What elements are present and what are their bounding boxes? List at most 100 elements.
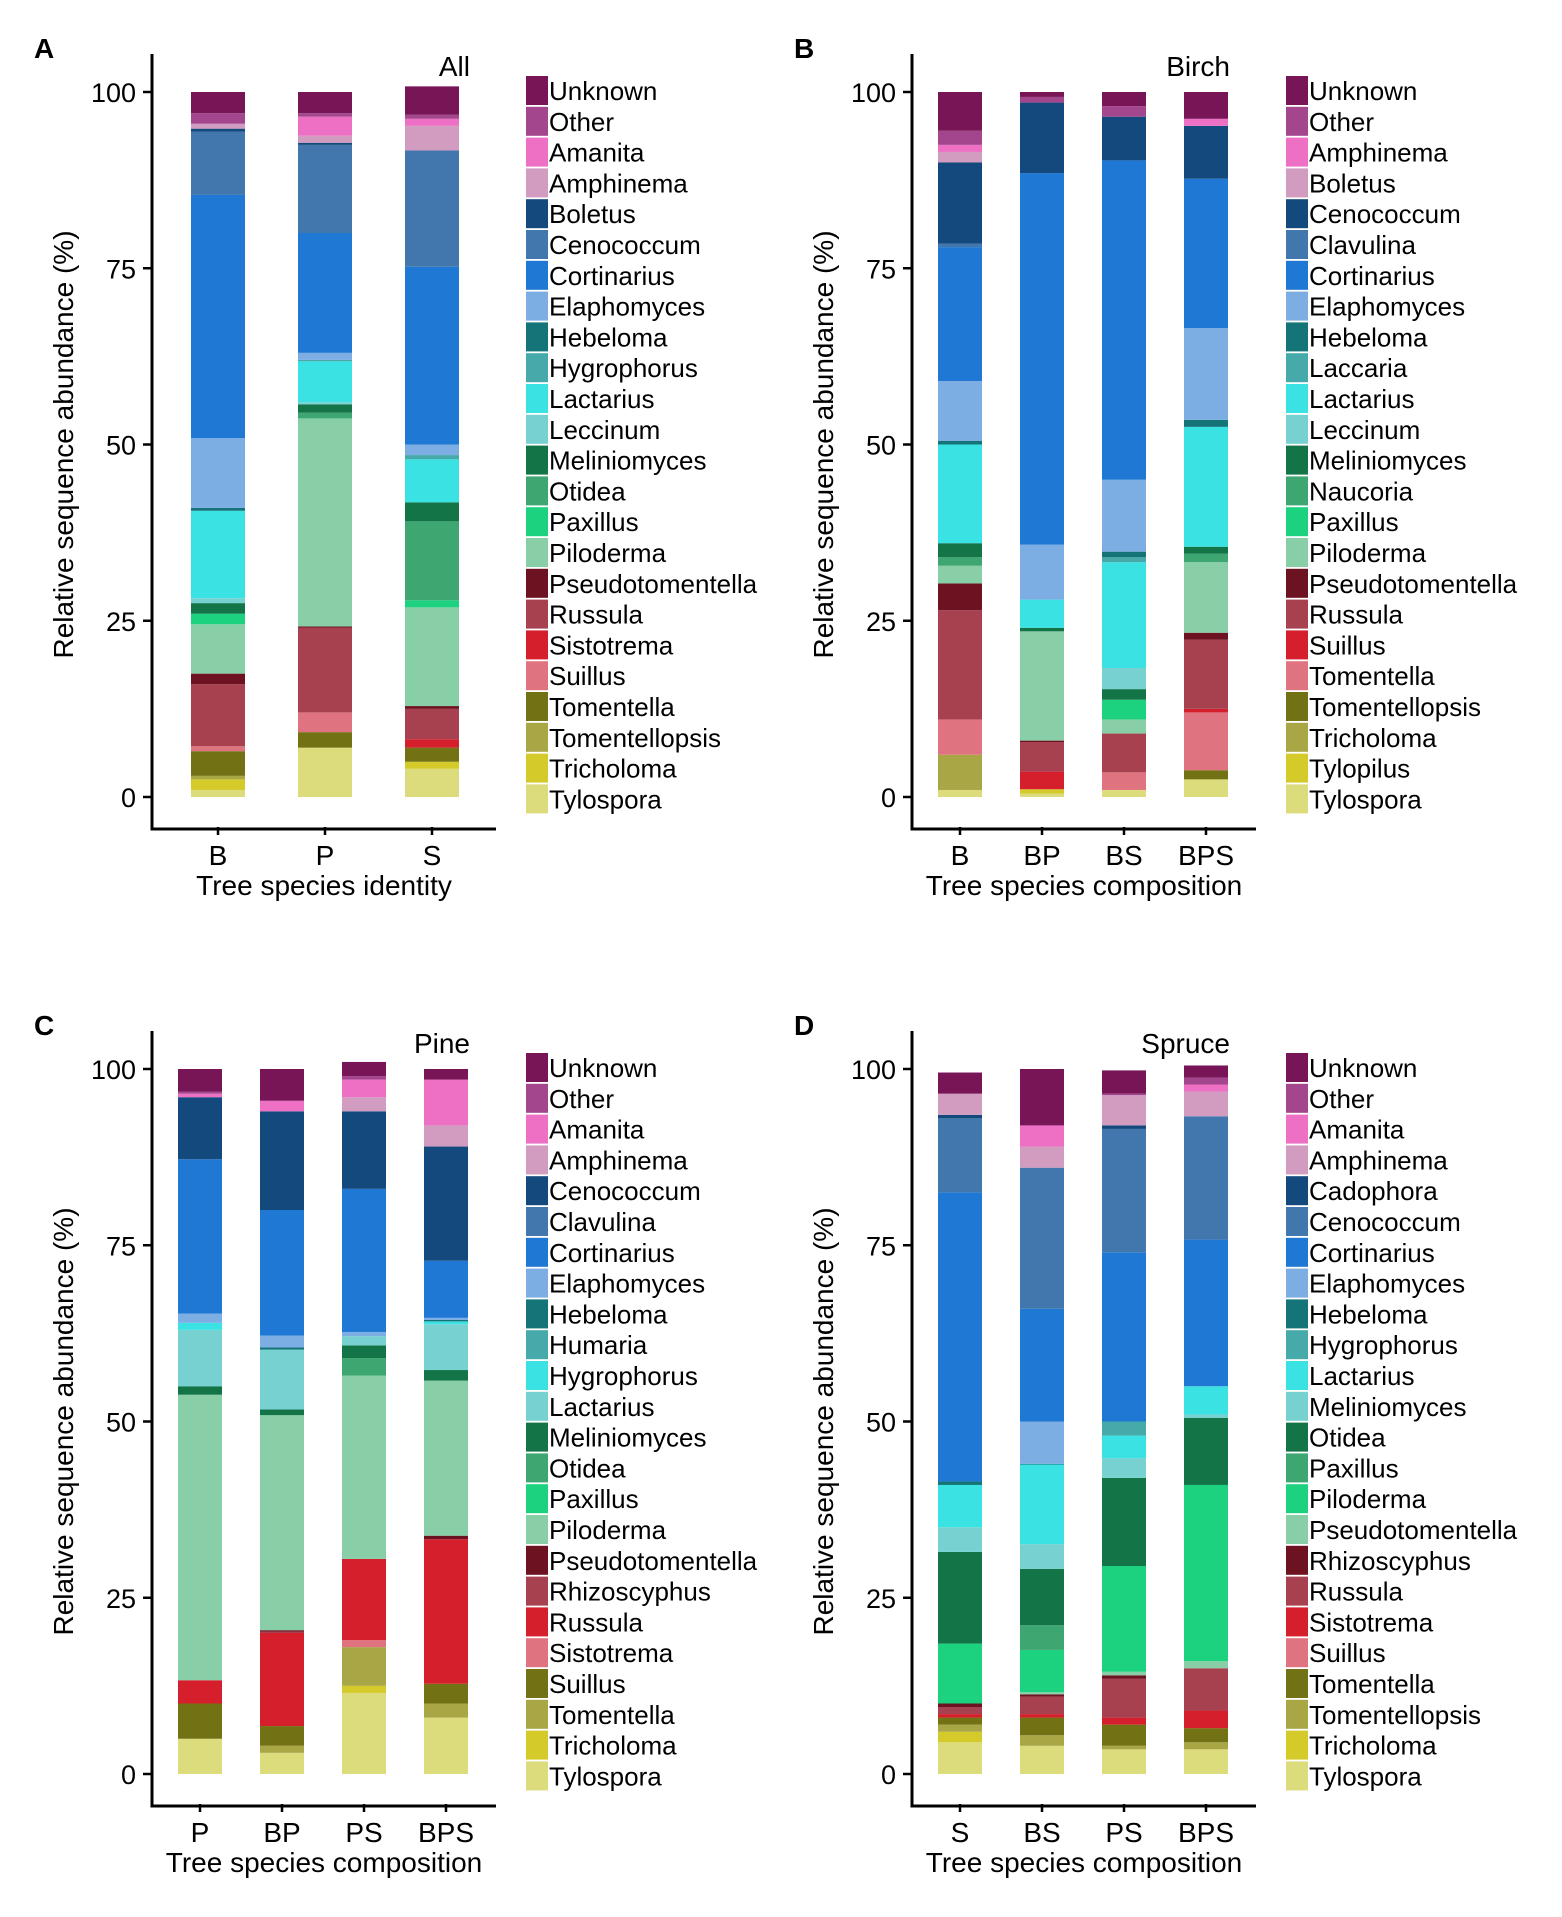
legend-swatch [1286, 1330, 1308, 1360]
bar-segment-russula [1102, 733, 1146, 773]
bar-stack-s [938, 1072, 982, 1774]
bar-segment-tricholoma [938, 754, 982, 790]
legend-label: Pseudotomentella [549, 569, 758, 599]
legend-swatch [1286, 168, 1308, 198]
bar-segment-tylospora [938, 789, 982, 797]
legend-swatch [1286, 1422, 1308, 1452]
y-tick-label: 75 [106, 1231, 136, 1261]
bar-segment-meliniomyces [342, 1345, 386, 1359]
legend-label: Pseudotomentella [1309, 569, 1518, 599]
bar-segment-tomentella [938, 1717, 982, 1725]
legend-label: Piloderma [1309, 1484, 1427, 1514]
bar-segment-cortinarius [342, 1188, 386, 1332]
legend-swatch [526, 1207, 548, 1236]
y-tick-label: 0 [881, 783, 896, 813]
legend-swatch [526, 353, 548, 383]
legend-label: Tricholoma [1309, 1731, 1437, 1761]
legend-swatch [1286, 445, 1308, 475]
bar-segment-meliniomyces [1102, 689, 1146, 700]
bar-segment-russula [938, 1707, 982, 1715]
bar-segment-rhizoscyphus [260, 1631, 304, 1633]
legend-label: Cenococcum [549, 230, 701, 260]
legend-label: Elaphomyces [549, 292, 705, 322]
bar-segment-cadophora [1102, 1125, 1146, 1129]
legend-swatch [1286, 322, 1308, 352]
bar-segment-lactarius [424, 1324, 468, 1371]
bar-segment-hygrophorus [298, 359, 352, 362]
y-axis-title: Relative sequence abundance (%) [808, 1207, 839, 1635]
bar-segment-unknown [1102, 92, 1146, 107]
bar-stack-p [298, 92, 352, 797]
bar-segment-otidea [405, 521, 459, 601]
panel-title: Birch [1166, 51, 1230, 82]
x-tick-label: P [316, 840, 335, 871]
legend-swatch [526, 784, 548, 814]
bar-segment-paxillus [1102, 699, 1146, 720]
legend-swatch [1286, 1545, 1308, 1575]
bar-segment-other [1020, 96, 1064, 103]
legend-label: Leccinum [549, 415, 660, 445]
legend-swatch [1286, 1607, 1308, 1637]
legend-label: Cenococcum [1309, 1207, 1461, 1237]
bar-segment-unknown [298, 92, 352, 114]
x-tick-label: PS [1105, 1817, 1142, 1848]
legend-swatch [1286, 137, 1308, 167]
bar-segment-cenococcum [938, 1118, 982, 1193]
bar-segment-other [1184, 1077, 1228, 1085]
y-tick-label: 0 [121, 1760, 136, 1790]
bar-segment-amphinema [1102, 1095, 1146, 1126]
panel-title: Spruce [1141, 1028, 1230, 1059]
bar-segment-tomentella [191, 751, 245, 776]
bar-segment-tomentella [1102, 1724, 1146, 1746]
legend-swatch [1286, 1361, 1308, 1390]
legend-label: Tricholoma [1309, 723, 1437, 753]
bar-segment-tomentellopsis [1184, 1742, 1228, 1750]
legend-swatch [526, 1391, 548, 1421]
x-tick-label: BP [1023, 840, 1060, 871]
bar-segment-meliniomyces [938, 543, 982, 558]
legend-swatch [1286, 1299, 1308, 1329]
bar-segment-laccaria [1102, 557, 1146, 563]
legend-swatch [1286, 384, 1308, 413]
bar-segment-meliniomyces [1184, 1414, 1228, 1418]
y-tick-label: 25 [106, 1584, 136, 1614]
bar-segment-tricholoma [938, 1731, 982, 1743]
legend-swatch [526, 230, 548, 259]
legend-swatch [526, 1053, 548, 1082]
bar-segment-tylospora [1184, 1749, 1228, 1774]
bar-segment-piloderma [424, 1380, 468, 1536]
bar-segment-piloderma [342, 1375, 386, 1559]
bar-segment-other [191, 113, 245, 124]
bar-segment-tylospora [178, 1738, 222, 1774]
legend-swatch [526, 1422, 548, 1452]
bar-segment-tylospora [405, 768, 459, 797]
bar-segment-cenococcum [1020, 1167, 1064, 1309]
bar-segment-hebeloma [938, 440, 982, 445]
legend: UnknownOtherAmphinemaBoletusCenococcumCl… [1286, 76, 1518, 814]
bar-segment-amanita [342, 1079, 386, 1098]
x-tick-label: BPS [1178, 1817, 1234, 1848]
bar-segment-piloderma [1020, 631, 1064, 741]
legend-label: Unknown [549, 1053, 657, 1083]
y-tick-label: 75 [866, 254, 896, 284]
legend-label: Tomentellopsis [1309, 1700, 1481, 1730]
legend-label: Elaphomyces [1309, 292, 1465, 322]
y-tick-label: 100 [91, 78, 136, 108]
bar-segment-pseudotomentella [1184, 1661, 1228, 1669]
legend-swatch [1286, 722, 1308, 752]
legend-label: Otidea [549, 476, 626, 506]
bar-segment-amphinema [1184, 118, 1228, 126]
legend-swatch [1286, 1207, 1308, 1236]
bar-segment-elaphomyces [1102, 479, 1146, 552]
legend-label: Other [1309, 1084, 1374, 1114]
bar-stack-b [938, 92, 982, 797]
panel-letter: D [794, 1010, 814, 1041]
legend-swatch [526, 1361, 548, 1390]
bar-segment-tomentellopsis [1020, 1735, 1064, 1746]
legend-swatch [526, 507, 548, 537]
bar-segment-amphinema [405, 125, 459, 151]
bar-segment-pseudotomentella [1020, 740, 1064, 743]
legend-swatch [526, 1145, 548, 1175]
bar-segment-rhizoscyphus [1102, 1675, 1146, 1679]
